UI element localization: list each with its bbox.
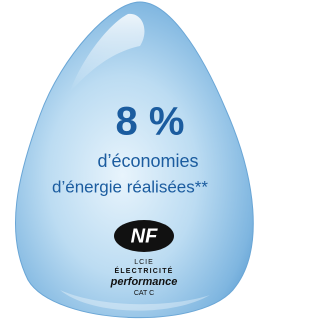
headline-figure: 8 %	[116, 100, 185, 144]
certification-line: CAT C	[134, 290, 154, 297]
headline-line: d’énergie réalisées**	[52, 177, 208, 196]
certification-line: LCIE	[134, 259, 154, 266]
certification-line: performance	[110, 276, 178, 288]
nf-logo-text: NF	[131, 225, 158, 247]
certification-line: ÉLECTRICITÉ	[114, 266, 173, 275]
headline-line: d’économies	[97, 151, 198, 171]
water-drop-graphic: 8 % d’économies d’énergie réalisées** NF…	[0, 0, 259, 329]
